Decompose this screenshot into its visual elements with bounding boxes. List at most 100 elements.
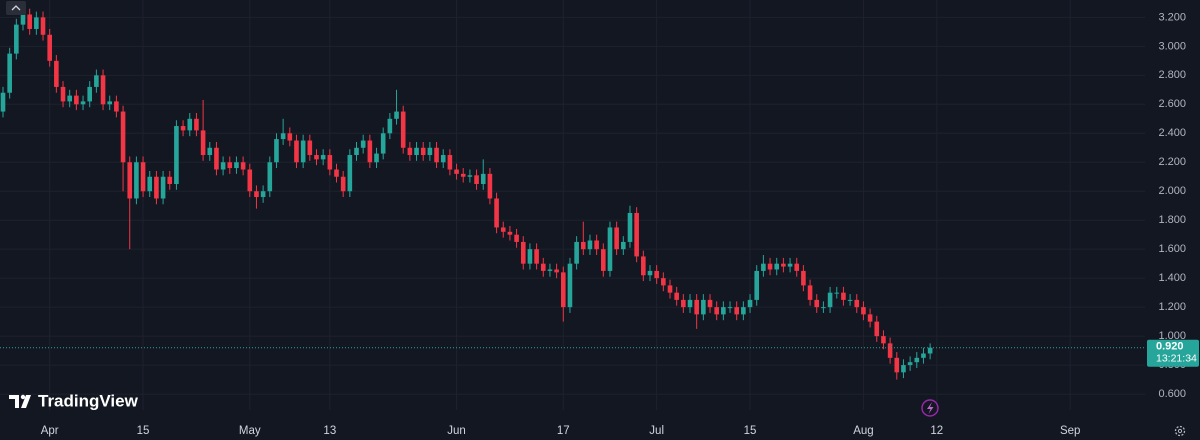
candle-body — [280, 133, 286, 140]
candle-body — [627, 212, 633, 242]
candle-body — [714, 307, 719, 315]
candle-body — [367, 140, 373, 163]
candle-body — [554, 269, 559, 273]
candle-body — [741, 307, 746, 315]
overlay: 3.200 3.000 2.800 2.600 2.400 2.200 2.000 1.800… — [0, 11, 1199, 437]
grid — [0, 0, 1145, 410]
candle-body — [340, 176, 346, 192]
candle-body — [294, 140, 299, 163]
y-tick-label: 2.400 — [1158, 127, 1186, 139]
candle-body — [540, 263, 546, 271]
candle-body — [881, 336, 886, 344]
candle-body — [320, 155, 326, 160]
candle-body — [901, 365, 906, 373]
candle-body — [761, 263, 766, 271]
candle-body — [0, 92, 6, 112]
candle-body — [794, 263, 800, 271]
candle-body — [154, 176, 159, 199]
candle-body — [894, 357, 900, 373]
y-tick-label: 1.200 — [1158, 301, 1186, 313]
candle-body — [167, 176, 173, 184]
candle-body — [601, 249, 606, 271]
candle-body — [507, 231, 513, 235]
last-price-badge — [1147, 339, 1199, 367]
candle-body — [34, 17, 39, 29]
y-tick-label: 2.200 — [1158, 156, 1186, 168]
countdown: 13:21:34 — [1156, 352, 1197, 364]
y-tick-label: 3.200 — [1158, 11, 1186, 23]
candle-body — [14, 24, 19, 54]
candle-body — [667, 285, 673, 293]
candle-body — [440, 155, 446, 163]
y-tick-label: 0.600 — [1158, 388, 1186, 400]
candle-body — [220, 162, 226, 170]
candle-body — [254, 191, 259, 198]
candle-body — [721, 307, 726, 315]
candle-body — [354, 147, 359, 156]
watermark: TradingView — [38, 391, 139, 410]
candle-body — [420, 147, 426, 156]
candle-body — [47, 34, 52, 61]
candle-body — [587, 240, 593, 250]
candle-body — [921, 353, 926, 358]
x-tick-label: 15 — [137, 425, 150, 437]
candle-body — [7, 53, 12, 93]
candle-body — [467, 175, 473, 177]
candle-body — [407, 147, 413, 156]
candle-body — [621, 241, 626, 250]
candle-body — [701, 299, 706, 315]
candle-body — [347, 155, 353, 192]
candle-body — [594, 240, 599, 250]
candle-body — [734, 307, 739, 315]
candle-body — [487, 173, 493, 199]
candle-body — [207, 147, 213, 156]
candles — [0, 8, 933, 380]
candle-body — [80, 101, 86, 105]
x-tick-label: 12 — [930, 425, 943, 437]
candle-body — [394, 111, 399, 119]
candle-body — [454, 169, 459, 174]
candle-body — [641, 256, 646, 276]
candle-body — [127, 162, 133, 199]
candle-body — [787, 263, 793, 267]
candle-body — [87, 86, 93, 102]
y-tick-label: 1.800 — [1158, 214, 1186, 226]
candle-body — [854, 299, 860, 308]
settings-button[interactable] — [1174, 425, 1186, 437]
candle-body — [674, 292, 679, 300]
last-price-label: 0.920 — [1156, 341, 1184, 353]
candle-body — [100, 75, 106, 105]
candle-body — [801, 270, 806, 286]
candle-body — [647, 270, 653, 276]
candle-body — [434, 147, 439, 163]
candle-body — [927, 347, 933, 354]
candle-body — [814, 299, 820, 308]
candle-body — [681, 299, 686, 308]
candle-body — [287, 133, 293, 141]
y-tick-label: 1.400 — [1158, 272, 1186, 284]
candle-body — [567, 263, 573, 308]
candle-body — [707, 299, 713, 308]
candle-body — [754, 270, 760, 300]
candle-body — [447, 155, 453, 170]
candle-body — [120, 111, 126, 163]
y-tick-label: 1.600 — [1158, 243, 1186, 255]
candle-body — [914, 357, 920, 363]
candle-body — [60, 86, 66, 102]
candle-body — [821, 307, 826, 309]
candle-body — [427, 147, 433, 156]
collapse-button[interactable] — [6, 1, 26, 15]
candle-body — [107, 101, 113, 105]
candle-body — [614, 227, 619, 250]
candle-body — [307, 140, 313, 156]
candle-body — [414, 147, 419, 156]
candle-body — [227, 162, 233, 169]
candle-body — [500, 227, 506, 232]
candle-body — [267, 162, 273, 192]
x-tick-label: 17 — [557, 425, 570, 437]
candle-body — [774, 263, 780, 270]
candle-body — [781, 263, 786, 267]
candle-body — [380, 133, 386, 154]
replay-button[interactable] — [921, 399, 939, 417]
